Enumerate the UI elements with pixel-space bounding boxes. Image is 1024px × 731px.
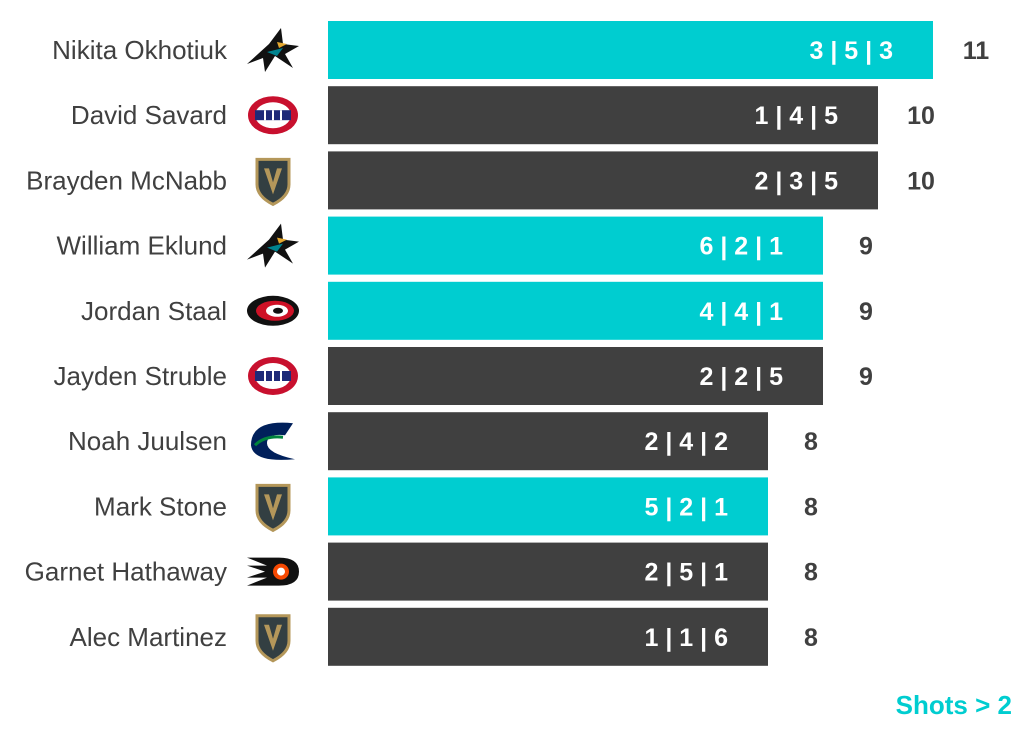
sharks-logo-icon [247,28,299,72]
bar-value-label: 8 [804,559,818,587]
golden-knights-logo-icon [255,614,291,663]
player-name: Noah Juulsen [68,426,227,456]
bar-value-label: 8 [804,624,818,652]
canucks-logo-icon [251,422,295,460]
golden-knights-logo-icon [255,483,291,533]
player-name: Jordan Staal [81,296,227,326]
player-name: Nikita Okhotiuk [52,35,228,65]
bar-breakdown-label: 6 | 2 | 1 [700,233,784,261]
bar-breakdown-label: 2 | 2 | 5 [700,363,784,391]
canadiens-logo-icon [248,357,298,395]
golden-knights-logo-icon [255,157,291,207]
player-name: Brayden McNabb [26,165,227,195]
bar [328,412,768,471]
player-name: Jayden Struble [54,361,227,391]
chart-rows: Nikita Okhotiuk 3 | 5 | 3 11 David Savard 1 … [25,21,990,666]
chart-note: Shots > 2 [896,690,1012,720]
hurricanes-logo-icon [247,295,299,326]
bar-breakdown-label: 3 | 5 | 3 [810,37,893,65]
bar-breakdown-label: 2 | 5 | 1 [645,559,729,587]
bar-value-label: 9 [859,298,873,326]
bar-breakdown-label: 2 | 3 | 5 [755,167,839,195]
player-name: Garnet Hathaway [25,557,227,587]
bar [328,21,933,79]
bar-value-label: 8 [804,493,818,521]
sharks-logo-icon [247,223,299,268]
bar [328,86,878,145]
bar [328,477,768,536]
bar-value-label: 11 [963,37,990,65]
bar-value-label: 8 [804,428,818,456]
bar-value-label: 9 [859,363,873,391]
bar [328,151,878,210]
bar [328,281,823,340]
bar-breakdown-label: 5 | 2 | 1 [645,493,729,521]
bar-value-label: 9 [859,233,873,261]
player-name: Mark Stone [94,491,227,521]
player-name: David Savard [71,100,227,130]
bar-breakdown-label: 1 | 1 | 6 [645,624,728,652]
bar-value-label: 10 [907,167,935,195]
bar [328,542,768,601]
bar-breakdown-label: 4 | 4 | 1 [700,298,784,326]
flyers-logo-icon [247,557,299,586]
bar-breakdown-label: 2 | 4 | 2 [645,428,728,456]
bar-value-label: 10 [907,102,935,130]
bar [328,216,823,275]
bar-breakdown-label: 1 | 4 | 5 [755,102,839,130]
canadiens-logo-icon [248,96,298,135]
player-name: Alec Martinez [70,622,228,652]
bar [328,607,768,666]
bar [328,347,823,405]
player-name: William Eklund [57,231,228,261]
